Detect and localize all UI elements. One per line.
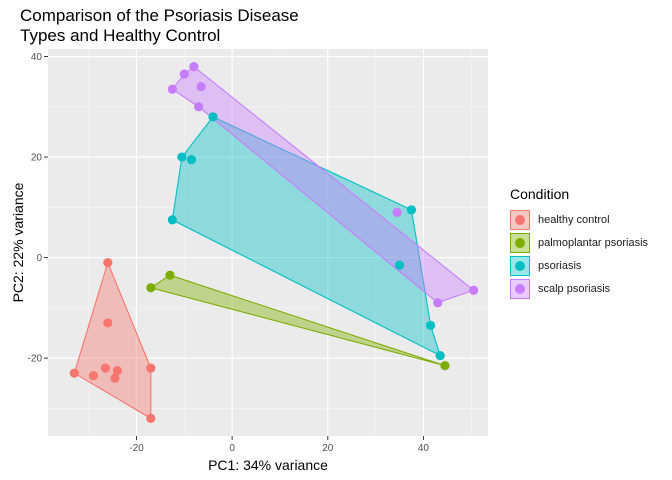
legend-item-psoriasis: psoriasis — [510, 254, 648, 277]
legend-key — [510, 232, 530, 253]
y-tick-label: 0 — [36, 253, 42, 264]
data-point-healthy-control — [146, 413, 156, 424]
data-point-psoriasis — [435, 350, 445, 361]
legend-key — [510, 278, 530, 299]
legend-title: Condition — [510, 186, 570, 202]
y-axis-label: PC2: 22% variance — [10, 182, 26, 302]
data-point-psoriasis — [167, 215, 177, 225]
data-point-psoriasis — [208, 112, 218, 122]
x-tick-label: 0 — [229, 443, 235, 454]
legend-dot — [515, 260, 525, 271]
data-point-scalp-psoriasis — [196, 82, 206, 92]
legend-item-palmoplantar-psoriasis: palmoplantar psoriasis — [510, 231, 648, 254]
data-point-psoriasis — [426, 320, 436, 331]
data-point-healthy-control — [69, 368, 79, 378]
legend-label: healthy control — [538, 213, 610, 226]
point-layer — [69, 61, 479, 424]
data-point-psoriasis — [177, 152, 187, 162]
legend-dot — [515, 214, 525, 225]
data-point-scalp-psoriasis — [469, 285, 479, 295]
data-point-scalp-psoriasis — [189, 61, 199, 72]
y-tick-label: 40 — [31, 52, 43, 63]
data-point-healthy-control — [112, 366, 122, 376]
x-axis-label: PC1: 34% variance — [208, 457, 328, 473]
data-point-scalp-psoriasis — [433, 298, 443, 308]
legend-item-scalp-psoriasis: scalp psoriasis — [510, 277, 648, 300]
data-point-healthy-control — [103, 258, 113, 268]
data-point-psoriasis — [406, 205, 417, 215]
data-point-palmoplantar-psoriasis — [165, 270, 175, 280]
data-point-scalp-psoriasis — [194, 102, 204, 112]
legend-dot — [515, 283, 525, 294]
legend-label: scalp psoriasis — [538, 282, 611, 295]
x-tick-label: 20 — [322, 443, 334, 454]
axes: -20 0 20 40 -20 0 20 40 — [28, 52, 430, 454]
legend: Condition healthy control palmoplantar ps… — [510, 186, 648, 300]
data-point-psoriasis — [394, 260, 405, 270]
hull-palmoplantar-psoriasis — [149, 274, 446, 367]
legend-key — [510, 209, 530, 230]
y-tick-label: 20 — [31, 153, 43, 164]
legend-key — [510, 255, 530, 276]
data-point-scalp-psoriasis — [167, 84, 177, 94]
legend-label: palmoplantar psoriasis — [538, 236, 649, 249]
legend-label: psoriasis — [538, 259, 582, 272]
x-tick-label: -20 — [129, 443, 144, 454]
data-point-healthy-control — [100, 363, 110, 373]
data-point-scalp-psoriasis — [179, 69, 189, 79]
legend-dot — [515, 237, 525, 248]
legend-items: healthy control palmoplantar psoriasis pso… — [510, 208, 648, 300]
chart-title: Comparison of the Psoriasis Disease Type… — [20, 6, 299, 45]
data-point-scalp-psoriasis — [392, 207, 402, 217]
data-point-palmoplantar-psoriasis — [146, 283, 156, 293]
grid-major — [48, 49, 488, 436]
x-tick-label: 40 — [418, 443, 430, 454]
data-point-psoriasis — [186, 154, 197, 165]
data-point-healthy-control — [88, 371, 99, 381]
y-tick-label: -20 — [28, 354, 43, 365]
data-point-healthy-control — [110, 373, 120, 383]
data-point-palmoplantar-psoriasis — [440, 361, 450, 371]
data-point-healthy-control — [103, 318, 113, 328]
legend-item-healthy-control: healthy control — [510, 208, 648, 231]
data-point-healthy-control — [146, 363, 156, 373]
hull-layer — [73, 65, 475, 420]
